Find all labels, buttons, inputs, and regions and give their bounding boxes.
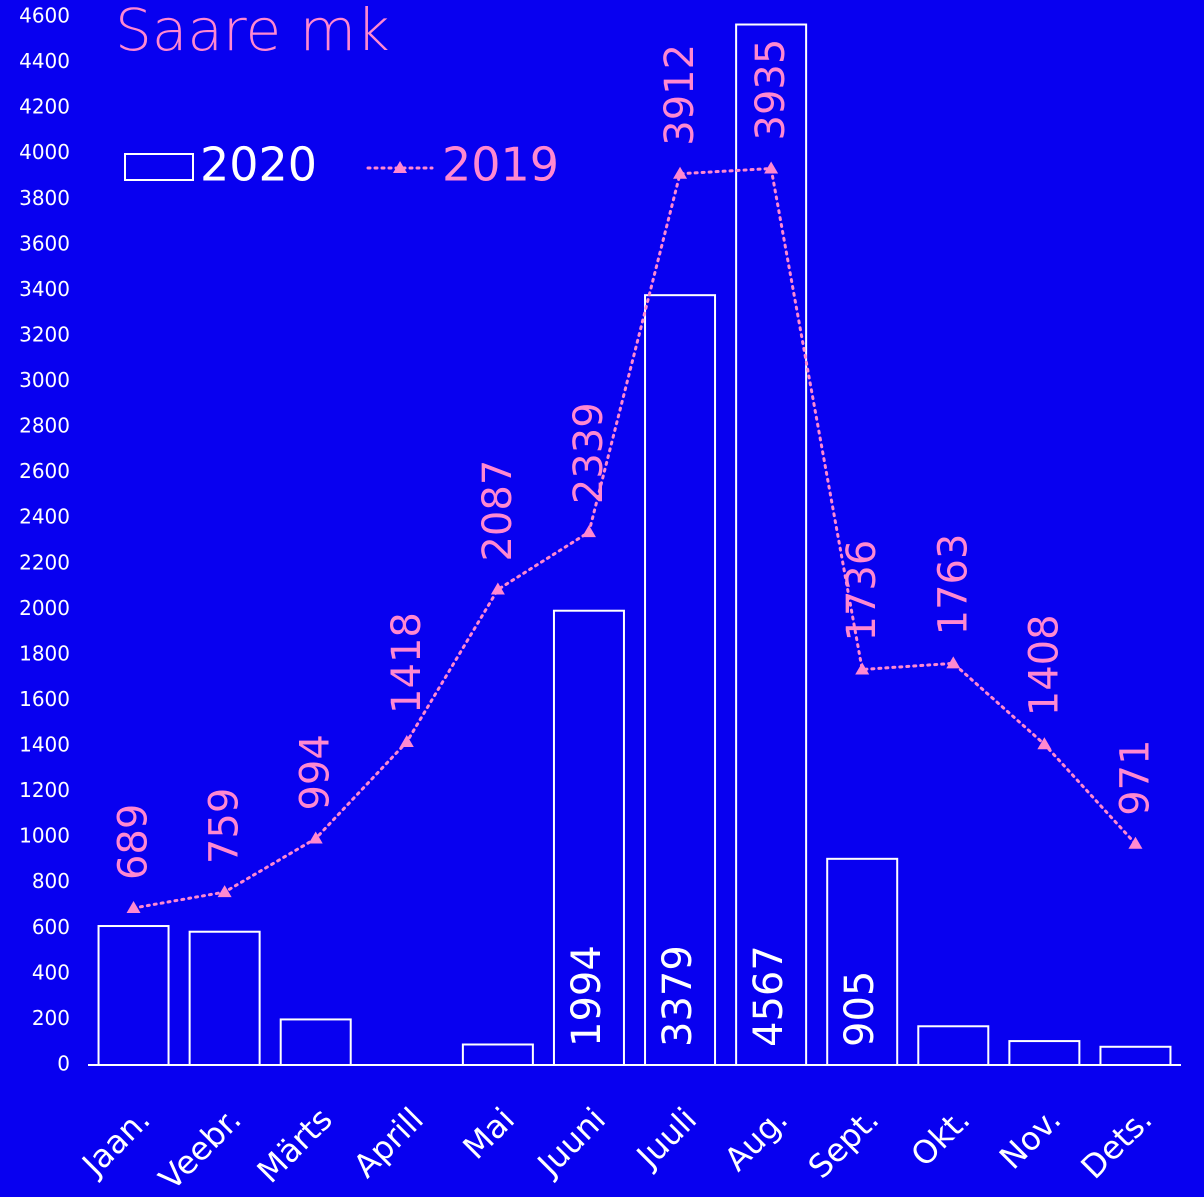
line <box>132 166 1137 910</box>
line-marker <box>308 831 323 844</box>
line-marker <box>673 166 688 179</box>
bar <box>1008 1040 1081 1066</box>
y-tick-label: 1600 <box>19 687 70 711</box>
bar <box>279 1018 352 1066</box>
line-value-label: 1408 <box>1021 614 1067 716</box>
line-marker <box>1128 836 1143 849</box>
y-tick-label: 2800 <box>19 414 70 438</box>
bar <box>97 925 170 1066</box>
y-tick-label: 3000 <box>19 368 70 392</box>
line-value-label: 994 <box>293 734 339 810</box>
y-tick-label: 3400 <box>19 277 70 301</box>
bar-value-label: 1994 <box>564 945 610 1047</box>
line-value-label: 971 <box>1112 739 1158 815</box>
line-marker <box>217 885 232 898</box>
bar <box>552 609 625 1066</box>
line-marker <box>126 901 141 914</box>
line-value-label: 3912 <box>657 44 703 146</box>
line-marker <box>581 525 596 538</box>
line-value-label: 689 <box>111 804 157 880</box>
y-tick-label: 400 <box>32 960 70 984</box>
line-value-label: 1418 <box>384 612 430 714</box>
y-tick-label: 800 <box>32 869 70 893</box>
y-tick-label: 4200 <box>19 95 70 119</box>
y-tick-label: 0 <box>57 1052 70 1076</box>
y-tick-label: 600 <box>32 915 70 939</box>
y-tick-label: 4600 <box>19 4 70 28</box>
legend-label: 2020 <box>200 138 317 192</box>
y-tick-label: 3200 <box>19 322 70 346</box>
y-tick-label: 2200 <box>19 550 70 574</box>
y-tick-label: 2600 <box>19 459 70 483</box>
line-marker <box>1037 737 1052 750</box>
bar <box>1099 1045 1172 1067</box>
line-value-label: 1763 <box>930 534 976 636</box>
line-marker <box>399 734 414 747</box>
y-tick-label: 2000 <box>19 596 70 620</box>
line-marker <box>855 662 870 675</box>
bar <box>188 930 261 1066</box>
bar <box>461 1043 534 1066</box>
line-value-label: 2087 <box>475 460 521 562</box>
legend-marker <box>393 161 407 173</box>
y-tick-label: 3600 <box>19 231 70 255</box>
chart-title: Saare mk <box>115 0 390 64</box>
line-value-label: 2339 <box>566 402 612 504</box>
y-tick-label: 1000 <box>19 824 70 848</box>
bar-value-label: 905 <box>837 971 883 1047</box>
y-tick-label: 1400 <box>19 733 70 757</box>
y-tick-label: 4000 <box>19 140 70 164</box>
y-tick-label: 2400 <box>19 505 70 529</box>
y-tick-label: 1800 <box>19 641 70 665</box>
line-value-label: 3935 <box>748 39 794 141</box>
y-tick-label: 200 <box>32 1006 70 1030</box>
bar <box>644 294 717 1066</box>
legend-swatch <box>124 153 194 181</box>
legend-label: 2019 <box>442 138 559 192</box>
line-marker <box>946 656 961 669</box>
y-tick-label: 4400 <box>19 49 70 73</box>
line-value-label: 1736 <box>839 540 885 642</box>
bar-value-label: 4567 <box>746 945 792 1047</box>
bar <box>826 857 899 1066</box>
bar <box>735 23 808 1066</box>
line-marker <box>490 582 505 595</box>
line-value-label: 759 <box>202 788 248 864</box>
y-tick-label: 1200 <box>19 778 70 802</box>
bar <box>917 1025 990 1066</box>
bar-value-label: 3379 <box>655 945 701 1047</box>
line-marker <box>764 161 779 174</box>
y-tick-label: 3800 <box>19 186 70 210</box>
